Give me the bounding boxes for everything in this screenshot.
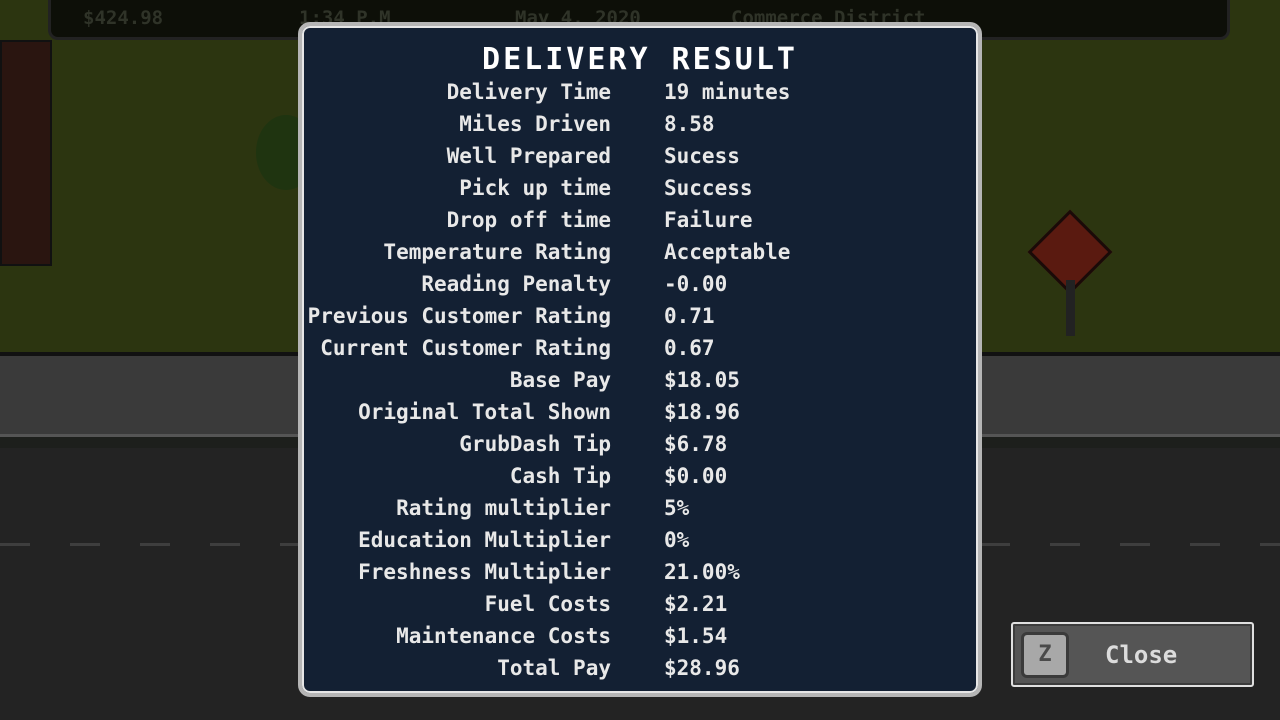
row-label: Rating multiplier: [396, 496, 611, 520]
row-value: 8.58: [664, 112, 715, 136]
road-dash: [210, 543, 240, 546]
row-label: Delivery Time: [446, 80, 611, 104]
row-value: Acceptable: [664, 240, 791, 264]
row-label: Maintenance Costs: [396, 624, 611, 648]
building: [0, 40, 52, 266]
result-row: Education Multiplier 0%: [302, 528, 978, 560]
result-row: Delivery Time 19 minutes: [302, 80, 978, 112]
row-label: Cash Tip: [509, 464, 611, 488]
result-row: Total Pay $28.96: [302, 656, 978, 688]
row-value: 0%: [664, 528, 690, 552]
road-dash: [0, 543, 30, 546]
row-label: Total Pay: [497, 656, 611, 680]
result-row: Original Total Shown $18.96: [302, 400, 978, 432]
road-dash: [1050, 543, 1080, 546]
hud-money: $424.98: [83, 7, 164, 29]
row-value: 0.71: [664, 304, 715, 328]
delivery-result-dialog: DELIVERY RESULT Delivery Time 19 minutes M…: [298, 22, 982, 697]
result-row: Maintenance Costs $1.54: [302, 624, 978, 656]
sign-post: [1066, 280, 1075, 336]
row-value: $18.96: [664, 400, 740, 424]
row-value: $1.54: [664, 624, 728, 648]
row-value: $6.78: [664, 432, 728, 456]
result-row: Drop off time Failure: [302, 208, 978, 240]
result-row: Well Prepared Sucess: [302, 144, 978, 176]
row-value: -0.00: [664, 272, 728, 296]
row-label: Current Customer Rating: [320, 336, 611, 360]
result-row: Cash Tip $0.00: [302, 464, 978, 496]
result-row: Fuel Costs $2.21: [302, 592, 978, 624]
row-value: 19 minutes: [664, 80, 791, 104]
road-dash: [1120, 543, 1150, 546]
dialog-title: DELIVERY RESULT: [482, 42, 798, 77]
road-dash: [140, 543, 170, 546]
result-row: Rating multiplier 5%: [302, 496, 978, 528]
row-label: Base Pay: [509, 368, 611, 392]
road-dash: [280, 543, 310, 546]
road-dash: [980, 543, 1010, 546]
row-label: GrubDash Tip: [459, 432, 611, 456]
row-label: Freshness Multiplier: [358, 560, 611, 584]
road-dash: [1260, 543, 1280, 546]
close-label: Close: [1105, 641, 1178, 669]
row-value: $2.21: [664, 592, 728, 616]
result-row: Miles Driven 8.58: [302, 112, 978, 144]
result-row: Reading Penalty -0.00: [302, 272, 978, 304]
result-row: Pick up time Success: [302, 176, 978, 208]
row-value: 0.67: [664, 336, 715, 360]
result-row: Current Customer Rating 0.67: [302, 336, 978, 368]
row-label: Miles Driven: [459, 112, 611, 136]
row-label: Fuel Costs: [484, 592, 611, 616]
row-label: Original Total Shown: [358, 400, 611, 424]
row-label: Temperature Rating: [383, 240, 611, 264]
row-label: Previous Customer Rating: [307, 304, 611, 328]
row-value: 21.00%: [664, 560, 740, 584]
row-label: Well Prepared: [446, 144, 611, 168]
row-label: Reading Penalty: [421, 272, 611, 296]
road-dash: [1190, 543, 1220, 546]
road-dash: [70, 543, 100, 546]
row-value: 5%: [664, 496, 690, 520]
result-row: GrubDash Tip $6.78: [302, 432, 978, 464]
row-value: Failure: [664, 208, 753, 232]
row-value: $28.96: [664, 656, 740, 680]
result-row: Previous Customer Rating 0.71: [302, 304, 978, 336]
row-value: Success: [664, 176, 753, 200]
row-label: Drop off time: [446, 208, 611, 232]
row-value: $0.00: [664, 464, 728, 488]
row-value: $18.05: [664, 368, 740, 392]
z-key-icon: Z: [1021, 632, 1069, 678]
close-button[interactable]: Z Close: [1011, 622, 1254, 687]
row-label: Education Multiplier: [358, 528, 611, 552]
row-label: Pick up time: [459, 176, 611, 200]
result-row: Base Pay $18.05: [302, 368, 978, 400]
result-row: Freshness Multiplier 21.00%: [302, 560, 978, 592]
result-row: Temperature Rating Acceptable: [302, 240, 978, 272]
row-value: Sucess: [664, 144, 740, 168]
